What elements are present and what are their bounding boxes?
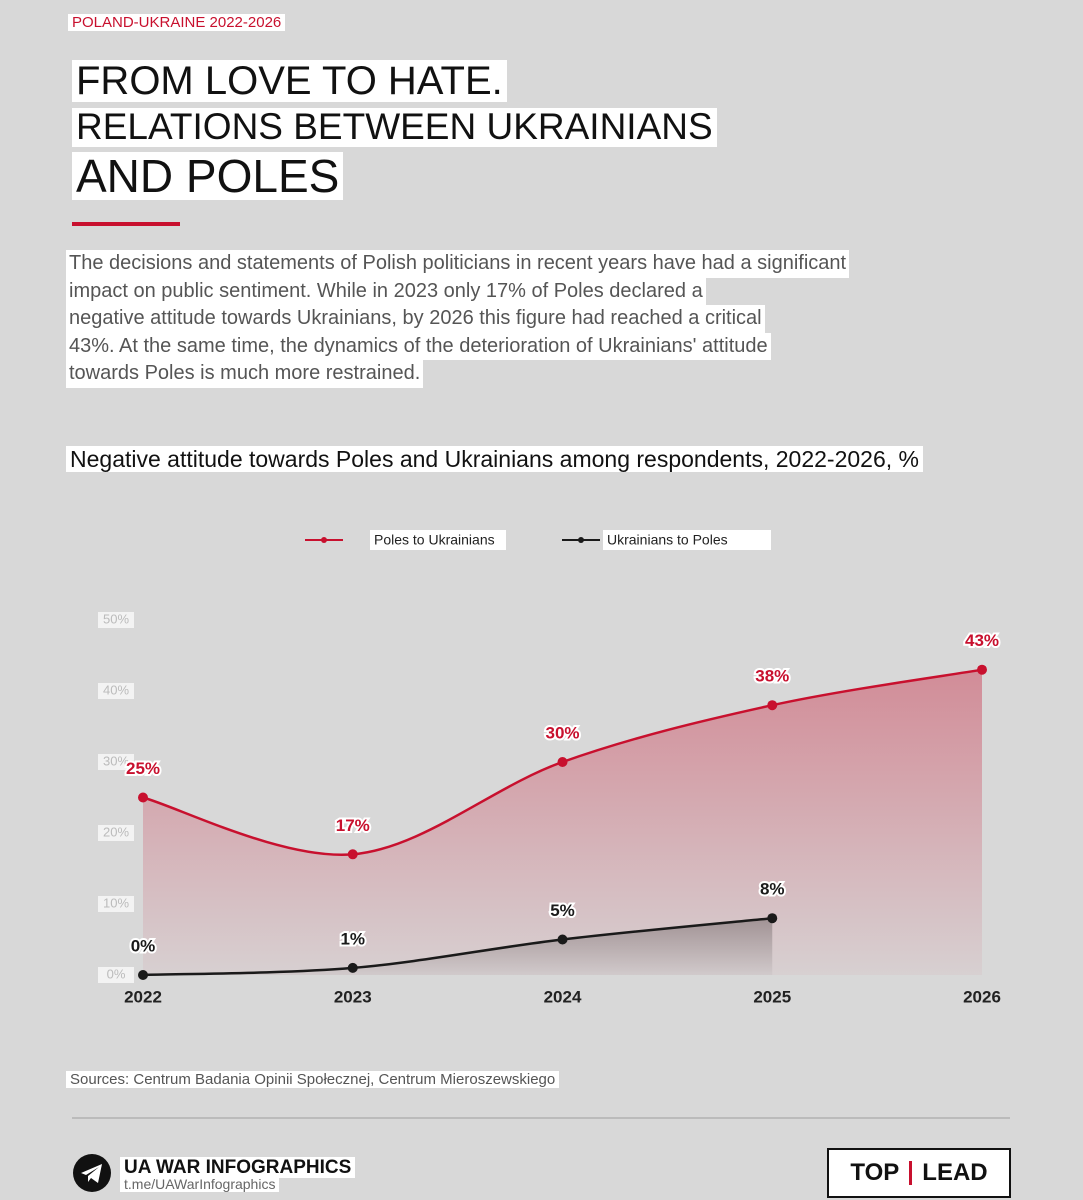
y-tick-box [98, 967, 134, 983]
legend-box [370, 530, 506, 550]
point [138, 970, 148, 980]
point [977, 664, 987, 675]
y-tick-label: 30% [103, 753, 129, 768]
x-tick-label: 2024 [544, 987, 582, 1006]
sources-text: Sources: Centrum Badania Opinii Społeczn… [66, 1071, 560, 1088]
brand: UA WAR INFOGRAPHICS [120, 1157, 356, 1179]
title-line: RELATIONS BETWEEN UKRAINIANS [72, 107, 717, 147]
y-tick-box [98, 825, 134, 841]
area [143, 918, 773, 975]
data-label: 1% [340, 929, 365, 948]
sources: Sources: Centrum Badania Opinii Społeczn… [66, 1071, 560, 1088]
data-label: 30% [545, 723, 579, 742]
point [138, 792, 148, 803]
y-tick-label: 20% [103, 824, 129, 839]
description-line: 43%. At the same time, the dynamics of t… [66, 332, 771, 360]
title-underline [72, 222, 180, 226]
description: The decisions and statements of Polish p… [66, 250, 850, 388]
point [557, 757, 568, 767]
partner-word: LEAD [922, 1159, 988, 1186]
description-line: towards Poles is much more restrained. [66, 360, 424, 388]
y-tick-box [98, 896, 134, 912]
chart-title: Negative attitude towards Poles and Ukra… [66, 446, 923, 473]
data-label: 8% [760, 880, 785, 899]
y-tick-label: 50% [103, 611, 129, 626]
title-line: FROM LOVE TO HATE. [72, 60, 507, 102]
y-tick-box [98, 754, 134, 770]
brand-link-text: t.me/UAWarInfographics [120, 1176, 280, 1192]
y-tick-label: 10% [103, 895, 129, 910]
chart-title-text: Negative attitude towards Poles and Ukra… [66, 446, 923, 472]
brand-text: UA WAR INFOGRAPHICS [120, 1157, 356, 1178]
data-label: 0% [131, 936, 156, 955]
data-label: 5% [550, 901, 575, 920]
partner-separator [909, 1161, 913, 1185]
title-line: AND POLES [72, 152, 344, 200]
description-line: The decisions and statements of Polish p… [66, 250, 850, 278]
partner-word: TOP [850, 1159, 900, 1186]
legend-label: Ukrainians to Poles [607, 532, 728, 548]
legend-icon-dot [321, 537, 327, 543]
brand-link: t.me/UAWarInfographics [120, 1176, 280, 1192]
x-tick-label: 2025 [753, 987, 791, 1006]
y-tick-label: 40% [103, 682, 129, 697]
tag-text: POLAND-UKRAINE 2022-2026 [68, 14, 286, 31]
divider [72, 1117, 1010, 1119]
x-tick-label: 2023 [334, 987, 372, 1006]
point [347, 849, 358, 860]
description-line: negative attitude towards Ukrainians, by… [66, 305, 765, 333]
data-label: 25% [126, 759, 160, 778]
y-tick-box [98, 612, 134, 628]
legend-box [603, 530, 771, 550]
legend-icon-dot [578, 537, 584, 543]
partner-box: TOP LEAD [827, 1148, 1011, 1198]
legend-label: Poles to Ukrainians [374, 532, 495, 548]
data-label: 38% [755, 667, 789, 686]
area [143, 669, 982, 975]
description-line: impact on public sentiment. While in 202… [66, 277, 706, 305]
point [767, 913, 778, 924]
point [557, 934, 568, 945]
point [347, 962, 358, 973]
x-tick-label: 2022 [124, 987, 162, 1006]
data-label: 17% [336, 816, 370, 835]
y-tick-label: 0% [107, 966, 126, 981]
point [767, 700, 778, 711]
y-tick-box [98, 683, 134, 699]
x-tick-label: 2026 [963, 987, 1001, 1006]
tag: POLAND-UKRAINE 2022-2026 [68, 14, 286, 31]
logo [73, 1154, 111, 1192]
line [142, 916, 773, 977]
data-label: 43% [965, 631, 999, 650]
